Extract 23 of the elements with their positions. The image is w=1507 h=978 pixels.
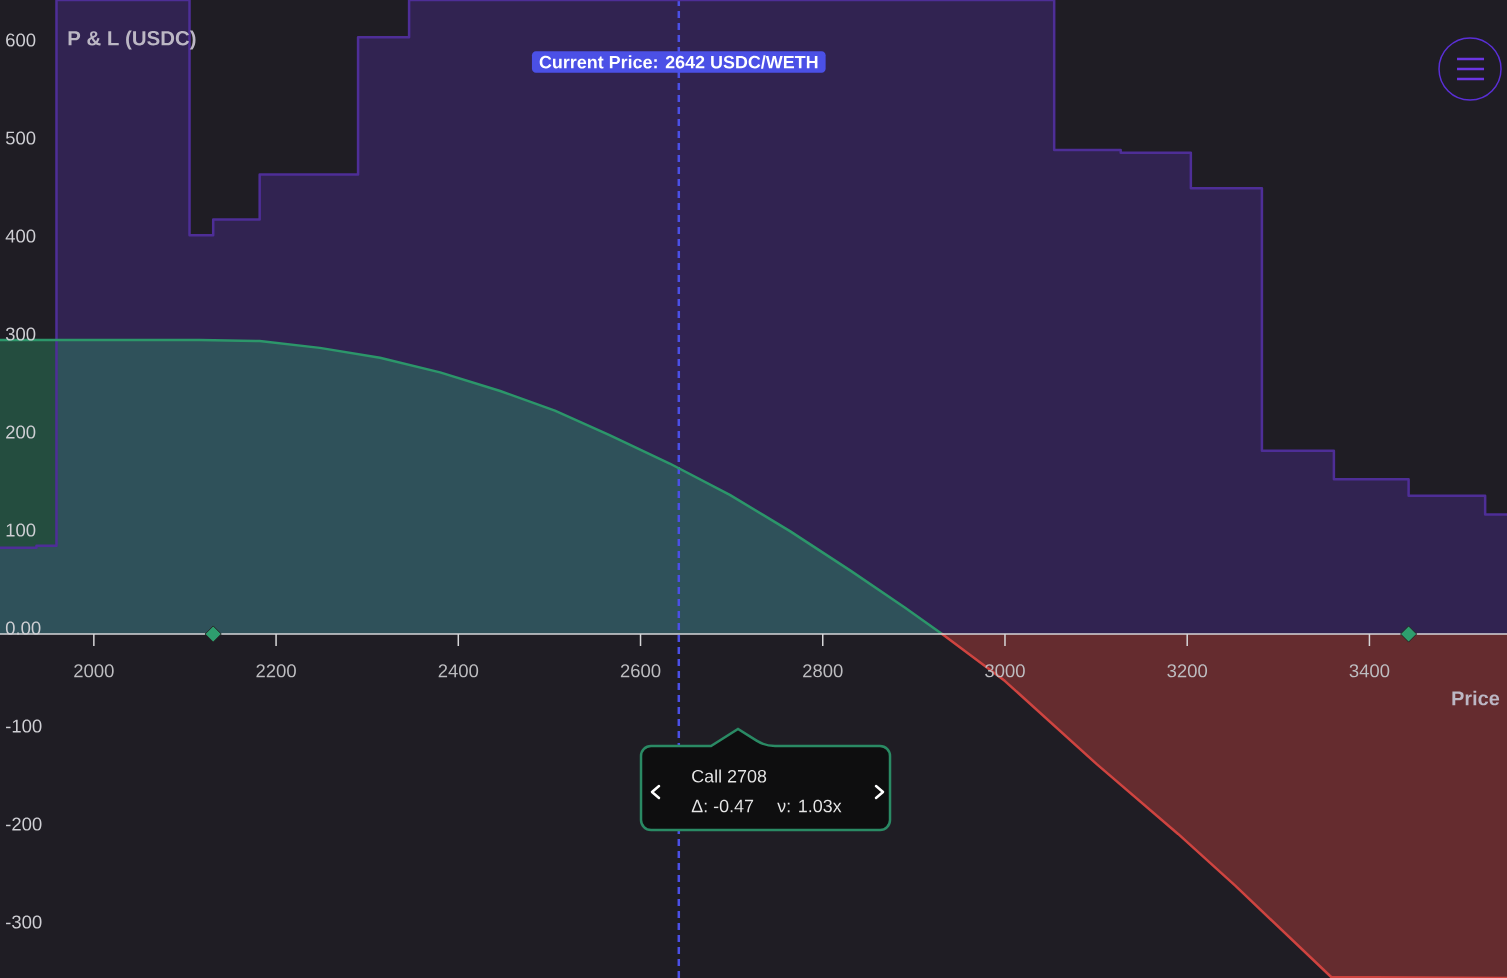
x-axis-title: Price [1452, 690, 1500, 706]
x-tick-label: 2000 [74, 664, 114, 678]
y-tick-label: 200 [6, 425, 36, 439]
y-tick-label: 100 [6, 523, 36, 537]
annotation: Δ: -0.47 [691, 799, 754, 813]
y-tick-label: 400 [5, 229, 36, 243]
x-tick-label: 3200 [1167, 664, 1208, 678]
y-tick-label: -200 [6, 817, 42, 831]
y-tick-label: 600 [6, 33, 36, 47]
y-tick-label: 300 [5, 327, 36, 341]
x-tick-label: 2600 [620, 664, 661, 678]
annotation: ν: 1.03x [777, 799, 842, 813]
x-tick-label: 2400 [438, 664, 479, 678]
annotation: Call 2708 [692, 769, 767, 783]
ref-line-label: Current Price: 2642 USDC/WETH [539, 55, 818, 69]
y-tick-label: -300 [6, 915, 42, 929]
x-tick-label: 3400 [1349, 664, 1390, 678]
y-axis-title: P & L (USDC) [68, 30, 196, 50]
x-tick-label: 2200 [256, 664, 296, 678]
x-tick-label: 2800 [803, 664, 843, 678]
y-tick-label: -100 [6, 719, 42, 733]
y-tick-label: 0.00 [5, 621, 41, 635]
y-tick-label: 500 [5, 131, 36, 145]
